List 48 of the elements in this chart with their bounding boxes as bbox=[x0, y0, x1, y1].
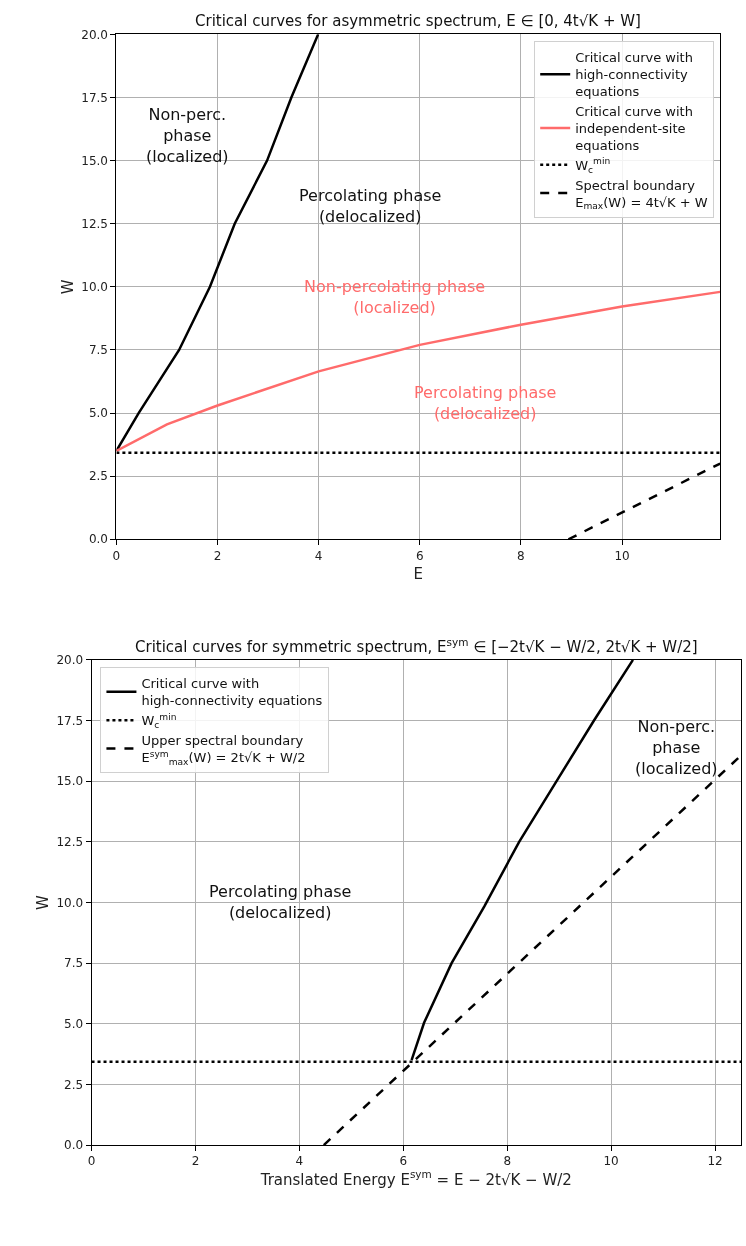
chart-title: Critical curves for asymmetric spectrum, E ∈ [0, 4t√K + W] bbox=[195, 12, 641, 30]
y-tick-label: 12.5 bbox=[81, 216, 108, 231]
annotation: Non-perc. phase (localized) bbox=[146, 105, 229, 166]
y-tick-label: 2.5 bbox=[64, 1077, 84, 1092]
y-tick-label: 15.0 bbox=[56, 774, 84, 789]
y-axis-title: W bbox=[58, 279, 77, 295]
legend-label: Spectral boundary E$_{max}$(W) = 4t√K + W bbox=[575, 177, 708, 212]
y-tick-label: 7.5 bbox=[88, 343, 108, 358]
x-tick-label: 4 bbox=[314, 548, 323, 563]
x-tick-label: 8 bbox=[503, 1154, 512, 1169]
x-tick-label: 8 bbox=[517, 548, 525, 563]
y-tick-label: 17.5 bbox=[81, 90, 108, 105]
y-tick-label: 20.0 bbox=[56, 653, 84, 668]
x-tick-label: 2 bbox=[213, 548, 222, 563]
annotation: Percolating phase (delocalized) bbox=[414, 383, 557, 423]
x-tick-label: 0 bbox=[112, 548, 121, 563]
x-tick-label: 4 bbox=[295, 1154, 304, 1169]
annotation: Non-perc. phase (localized) bbox=[635, 717, 718, 778]
annotation: Percolating phase (delocalized) bbox=[209, 882, 352, 922]
y-tick-label: 0.0 bbox=[64, 1138, 84, 1153]
x-tick-label: 10 bbox=[614, 548, 630, 563]
legend-label: Critical curve with independent-site equations bbox=[575, 104, 693, 153]
legend-label: Upper spectral boundary E$^{sym}$$_{max}$(W) = 2t√K + W/2 bbox=[141, 733, 306, 767]
annotation: Percolating phase (delocalized) bbox=[299, 186, 442, 226]
y-tick-label: 17.5 bbox=[56, 713, 84, 728]
y-tick-label: 5.0 bbox=[64, 1016, 84, 1031]
x-tick-label: 0 bbox=[87, 1154, 96, 1169]
annotation: Non-percolating phase (localized) bbox=[304, 277, 486, 317]
y-tick-label: 0.0 bbox=[88, 532, 108, 547]
y-tick-label: 12.5 bbox=[56, 835, 84, 849]
y-axis-title: W bbox=[33, 894, 52, 910]
x-tick-label: 6 bbox=[415, 548, 424, 563]
x-tick-label: 12 bbox=[707, 1154, 723, 1169]
legend-label: Critical curve with high-connectivity equations bbox=[575, 50, 693, 100]
y-tick-label: 5.0 bbox=[88, 406, 108, 421]
x-tick-label: 2 bbox=[191, 1154, 200, 1169]
legend-label: Critical curve with high-connectivity equations bbox=[141, 676, 323, 709]
x-axis-title: E bbox=[413, 564, 424, 583]
y-tick-label: 2.5 bbox=[88, 469, 108, 484]
x-tick-label: 10 bbox=[603, 1154, 619, 1169]
x-axis-title: Translated Energy E$^{sym}$ = E − 2t√K − W/2 bbox=[259, 1168, 572, 1189]
y-tick-label: 15.0 bbox=[81, 153, 108, 168]
y-tick-label: 10.0 bbox=[56, 895, 84, 910]
x-tick-label: 6 bbox=[399, 1154, 408, 1169]
chart-title: Critical curves for symmetric spectrum, E$^{sym}$ ∈ [−2t√K − W/2, 2t√K + W/2] bbox=[135, 636, 698, 657]
y-tick-label: 7.5 bbox=[64, 956, 84, 971]
y-tick-label: 20.0 bbox=[81, 27, 108, 42]
y-tick-label: 10.0 bbox=[81, 280, 108, 295]
